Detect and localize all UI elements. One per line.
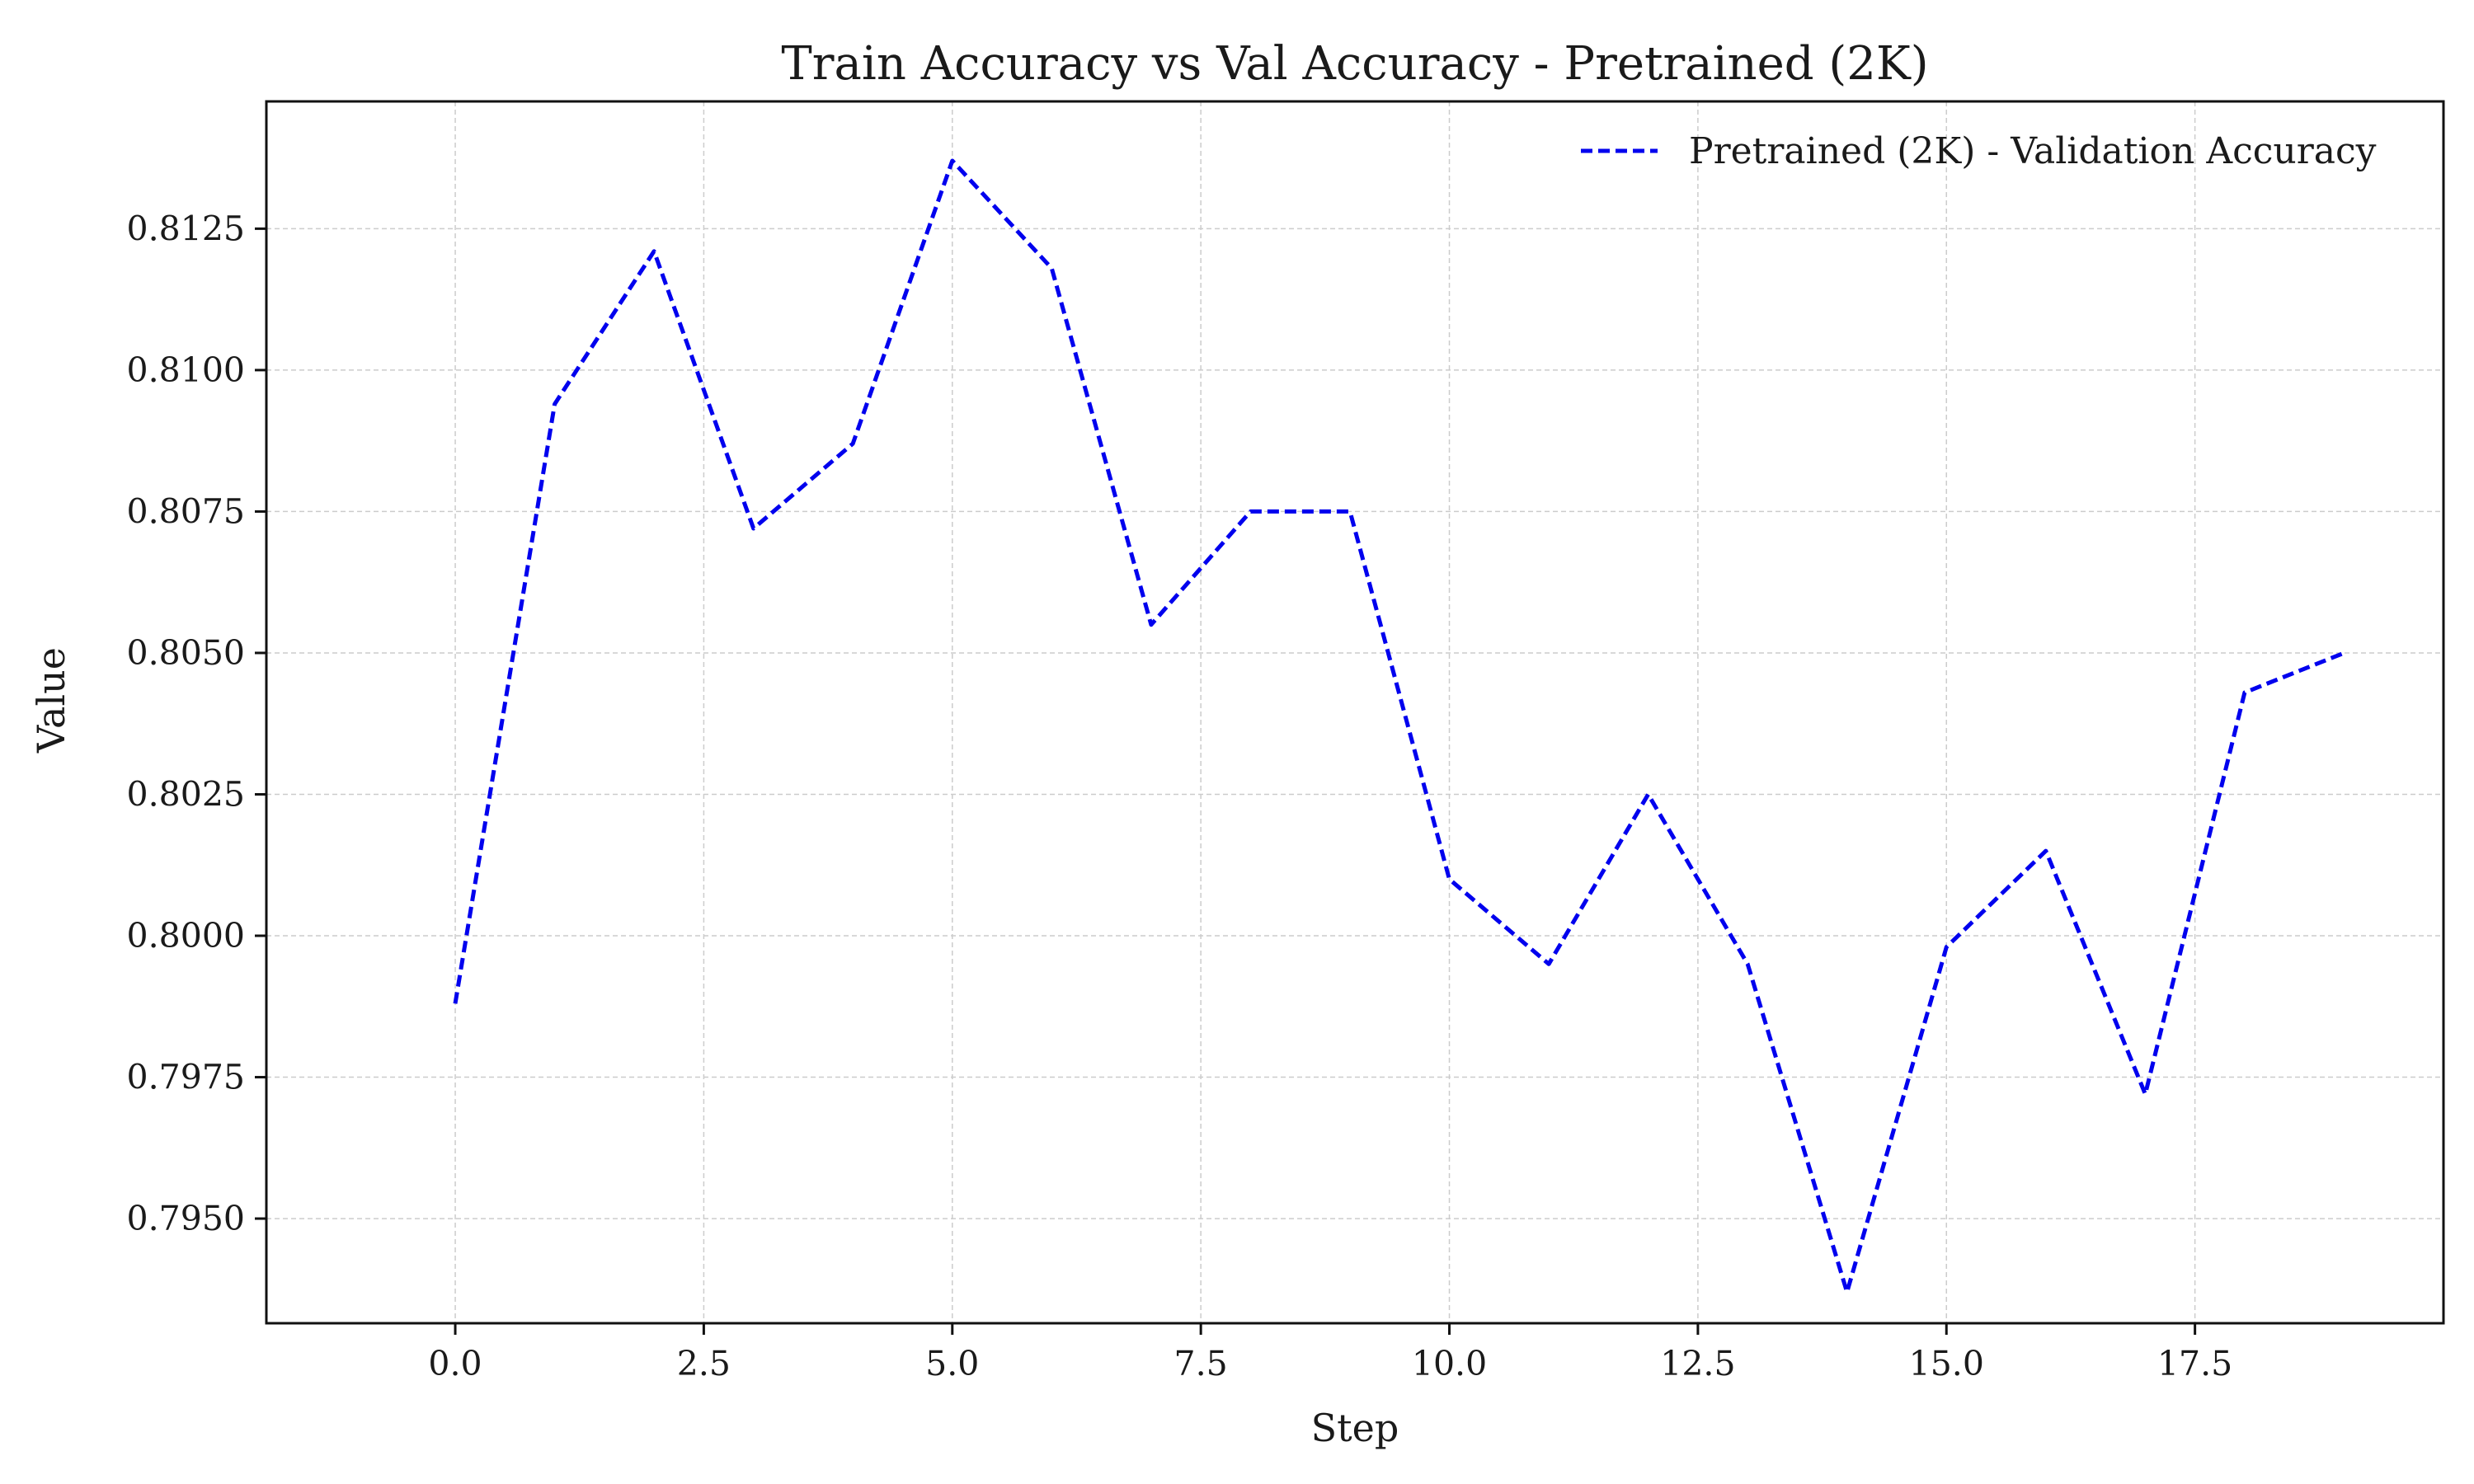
x-tick-label: 5.0 [925,1344,979,1383]
x-tick-label: 15.0 [1909,1344,1984,1383]
y-tick-label: 0.7950 [127,1199,245,1238]
legend-label-validation-accuracy: Pretrained (2K) - Validation Accuracy [1689,130,2377,172]
data-point [1546,961,1551,966]
data-point [751,526,756,531]
data-point [1646,792,1651,797]
data-point [850,441,855,446]
y-tick-label: 0.8025 [127,774,245,814]
data-point [2142,1092,2147,1097]
data-point [1248,509,1253,514]
y-tick-label: 0.8000 [127,916,245,956]
data-point [1944,945,1949,950]
data-point [1149,622,1154,627]
x-tick-label: 10.0 [1412,1344,1487,1383]
data-point [553,402,557,406]
data-point [2342,650,2347,655]
data-point [1745,961,1750,966]
data-point [1845,1289,1850,1294]
data-point [2242,690,2247,695]
y-tick-label: 0.8050 [127,633,245,673]
data-point [950,158,955,163]
y-tick-label: 0.7975 [127,1058,245,1097]
x-tick-label: 12.5 [1660,1344,1735,1383]
y-axis-ticks: 0.7950 0.7975 0.8000 0.8025 0.8050 0.8075 0.81… [127,209,266,1238]
x-tick-label: 0.0 [428,1344,482,1383]
y-tick-label: 0.8125 [127,209,245,248]
series-line-validation-accuracy [453,158,2345,1294]
x-tick-label: 17.5 [2157,1344,2232,1383]
x-axis-label: Step [1311,1406,1399,1450]
data-point [453,1001,458,1006]
data-point [651,249,656,254]
y-tick-label: 0.8075 [127,491,245,531]
grid-lines [266,101,2443,1323]
plot-area-frame [265,100,2445,1325]
series-lines [453,158,2347,1294]
data-point [1049,265,1054,270]
x-axis-ticks: 0.0 2.5 5.0 7.5 10.0 12.5 15.0 17.5 [428,1323,2232,1383]
legend: Pretrained (2K) - Validation Accuracy [1581,130,2377,172]
y-tick-label: 0.8100 [127,350,245,390]
chart-title: Train Accuracy vs Val Accuracy - Pretrai… [781,37,1928,91]
data-point [1348,509,1352,514]
data-point [2044,848,2048,853]
x-tick-label: 2.5 [677,1344,731,1383]
data-point [1447,876,1452,881]
x-tick-label: 7.5 [1174,1344,1228,1383]
y-axis-label: Value [29,647,73,754]
